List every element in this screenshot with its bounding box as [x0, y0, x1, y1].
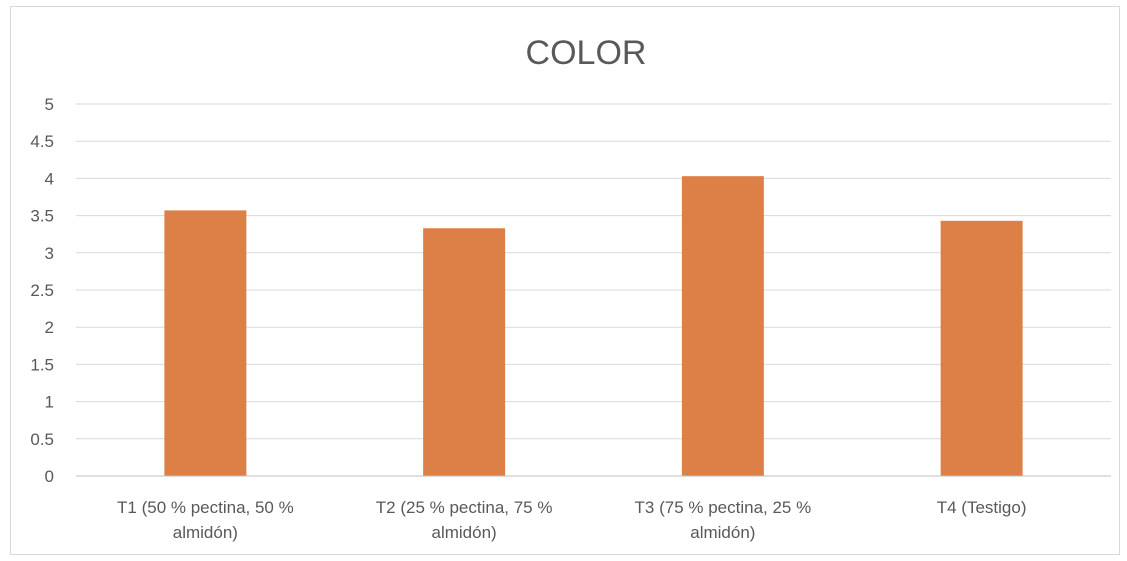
x-category-label: T3 (75 % pectina, 25 % — [635, 498, 812, 517]
x-category-label: almidón) — [432, 523, 497, 542]
bar-chart: COLOR 0 0.5 1 1.5 2 2.5 3 3.5 4 4.5 5 T1 (50 % pec… — [30, 34, 1111, 542]
y-axis-ticks: 0 0.5 1 1.5 2 2.5 3 3.5 4 4.5 5 — [30, 95, 54, 486]
y-tick-label: 1 — [45, 393, 54, 412]
gridlines — [76, 103, 1111, 440]
bar-3 — [681, 176, 764, 476]
y-tick-label: 5 — [45, 95, 54, 114]
y-tick-label: 4 — [45, 169, 54, 188]
x-category-label: T2 (25 % pectina, 75 % — [376, 498, 553, 517]
y-tick-label: 3 — [45, 244, 54, 263]
y-tick-label: 4.5 — [30, 132, 54, 151]
x-axis-categories: T1 (50 % pectina, 50 % almidón) T2 (25 % p… — [117, 498, 1026, 542]
x-category-label: almidón) — [173, 523, 238, 542]
y-tick-label: 3.5 — [30, 207, 54, 226]
y-tick-label: 0 — [45, 467, 54, 486]
bar-4 — [940, 220, 1023, 476]
y-tick-label: 1.5 — [30, 355, 54, 374]
y-tick-label: 2 — [45, 318, 54, 337]
bar-2 — [423, 228, 506, 476]
chart-frame: COLOR 0 0.5 1 1.5 2 2.5 3 3.5 4 4.5 5 T1 (50 % pec… — [10, 6, 1120, 555]
x-category-label: T4 (Testigo) — [937, 498, 1027, 517]
y-tick-label: 0.5 — [30, 430, 54, 449]
chart-title: COLOR — [526, 34, 647, 72]
bar-1 — [164, 210, 247, 476]
x-category-label: T1 (50 % pectina, 50 % — [117, 498, 294, 517]
y-tick-label: 2.5 — [30, 281, 54, 300]
x-category-label: almidón) — [690, 523, 755, 542]
bars — [164, 176, 1023, 476]
